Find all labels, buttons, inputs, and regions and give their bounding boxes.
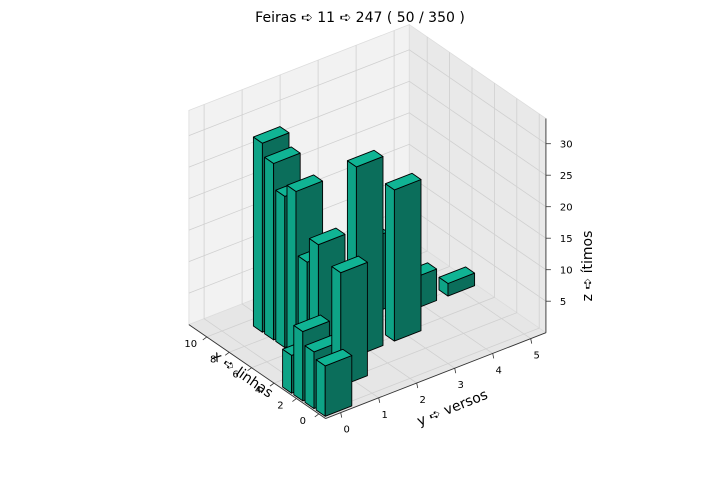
y-tick-mark: [492, 353, 495, 359]
x-tick-mark: [202, 336, 208, 341]
grid-line-x: [296, 98, 518, 399]
bar-front-face: [384, 183, 395, 342]
y-tick-label: 1: [382, 410, 388, 421]
x-tick-label: 6: [232, 370, 238, 381]
y-tick-label: 0: [344, 425, 350, 436]
bar-front-face: [293, 324, 304, 402]
x-tick-mark: [292, 398, 297, 402]
z-tick-label: 10: [560, 266, 573, 277]
y-tick-mark: [454, 368, 457, 374]
axis-lines: [188, 118, 547, 419]
x-tick-label: 4: [255, 385, 261, 396]
bar: [315, 348, 353, 417]
x-tick-label: 0: [300, 416, 306, 427]
bar-top-face: [384, 172, 422, 191]
bar-top-face: [286, 174, 324, 192]
x-tick-label: 8: [210, 354, 216, 365]
bar: [384, 172, 422, 342]
y-tick-label: 3: [458, 380, 464, 391]
bar-front-face: [252, 136, 263, 333]
bar: [438, 266, 476, 297]
bar-front-face: [275, 189, 286, 349]
x-axis-line: [188, 324, 326, 419]
bars-group: [252, 126, 476, 417]
bar-side-face: [393, 179, 422, 342]
grid-line-x: [318, 113, 540, 415]
z-tick-label: 5: [560, 297, 566, 308]
bar-front-face: [282, 348, 293, 394]
z-axis-label: z ➪ ítimos: [580, 231, 596, 302]
y-tick-mark: [340, 412, 343, 418]
bar-top-face: [293, 314, 330, 333]
bar-top-face: [264, 146, 301, 164]
y-tick-label: 5: [534, 351, 540, 362]
y-axis-label: y ➪ versos: [415, 387, 490, 430]
z-tick-label: 25: [560, 171, 573, 182]
x-tick-mark: [224, 352, 230, 356]
x-tick-mark: [314, 413, 320, 418]
y-tick-label: 4: [496, 365, 502, 376]
bar-top-face: [346, 149, 384, 168]
x-tick-label: 10: [184, 339, 197, 350]
bar-top-face: [308, 227, 346, 246]
y-tick-label: 2: [420, 395, 426, 406]
bar-top-face: [438, 266, 476, 284]
x-tick-mark: [247, 367, 252, 372]
x-tick-label: 2: [277, 401, 283, 412]
y-tick-mark: [530, 338, 533, 344]
bar-front-face: [304, 345, 315, 410]
y-tick-mark: [378, 397, 381, 403]
tick-labels: 0 2 4 6 8 10 0 1 2 3 4 5 5 10 15 20 25 30: [184, 140, 572, 436]
bar-front-face: [264, 156, 275, 341]
grid-line-z: [188, 49, 547, 145]
bar-front-face: [315, 359, 326, 417]
y-tick-mark: [416, 382, 419, 389]
z-tick-label: 15: [560, 234, 573, 245]
z-tick-label: 20: [560, 203, 573, 214]
chart-title: Feiras ➪ 11 ➪ 247 ( 50 / 350 ): [255, 10, 465, 26]
bar-top-face: [315, 348, 353, 367]
y-axis-line: [325, 332, 547, 419]
z-tick-label: 30: [560, 140, 573, 151]
x-tick-mark: [269, 382, 275, 387]
bar-top-face: [331, 255, 368, 274]
bar-top-face: [252, 126, 290, 144]
